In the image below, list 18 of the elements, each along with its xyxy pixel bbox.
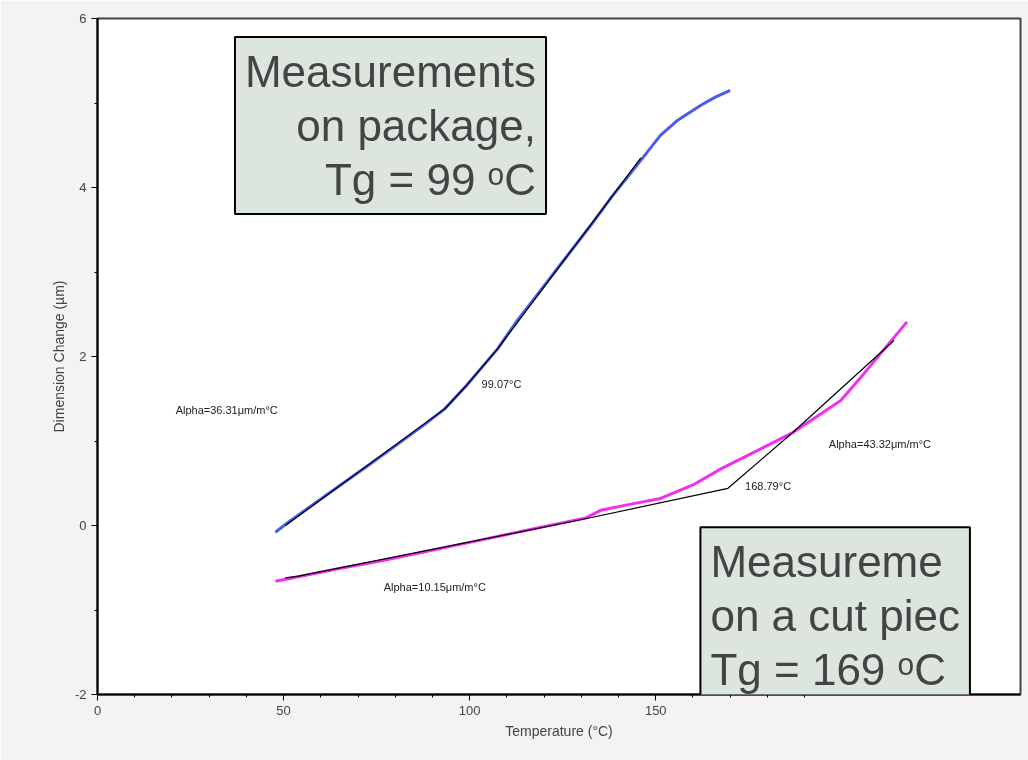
annotation: Measurements on package, Tg = 99 ᵒC [244, 47, 536, 204]
y-tick-label: -2 [74, 687, 87, 702]
y-axis-title: Dimension Change (µm) [50, 280, 67, 433]
x-tick-label: 100 [458, 702, 481, 718]
y-tick-label: 0 [79, 518, 87, 533]
annotation: 99.07°C [481, 377, 522, 390]
x-tick-label: 150 [644, 702, 667, 718]
annotation: Alpha=10.15μm/m°C [383, 581, 486, 594]
y-tick-label: 2 [79, 349, 87, 364]
annotation: Measureme on a cut piec Tg = 169 ᵒC [710, 537, 960, 694]
annotation: Alpha=43.32μm/m°C [828, 437, 932, 450]
annotation: Alpha=36.31μm/m°C [175, 403, 278, 416]
y-tick-label: 4 [79, 180, 87, 195]
y-tick-label: 6 [79, 11, 87, 26]
x-tick-label: 0 [93, 702, 102, 718]
x-tick-label: 50 [276, 702, 291, 718]
x-axis-title: Temperature (°C) [505, 722, 613, 739]
annotation: 168.79°C [745, 479, 792, 492]
